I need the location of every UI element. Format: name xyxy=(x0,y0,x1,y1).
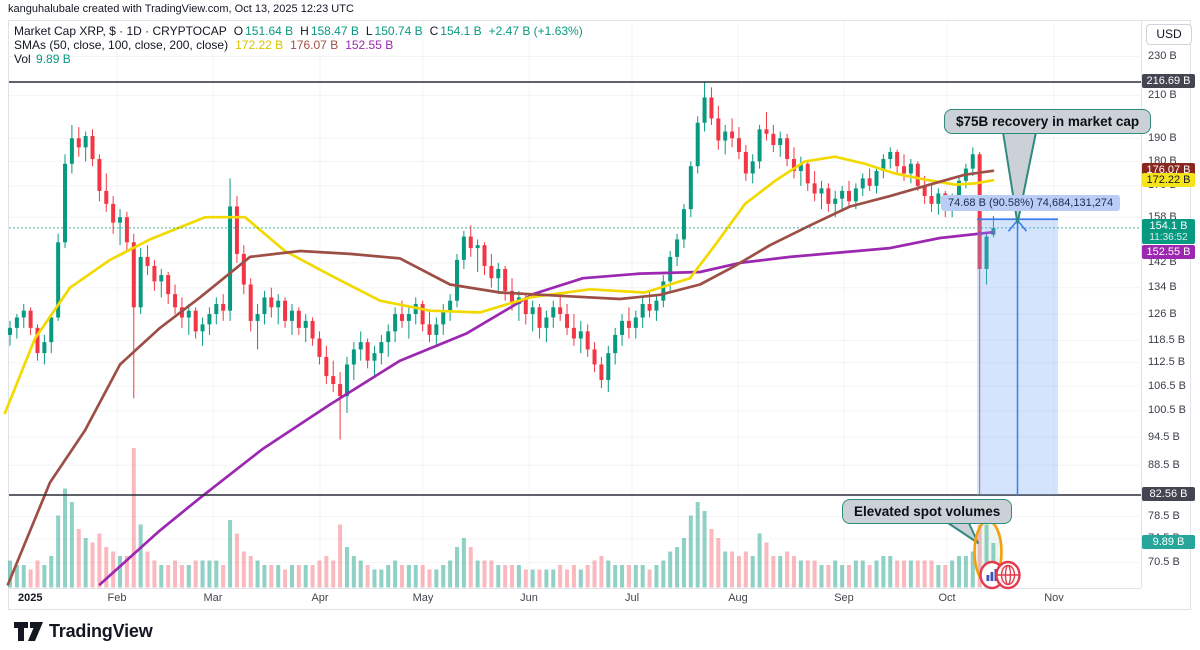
symbol-title[interactable]: Market Cap XRP, $ · 1D · CRYPTOCAP xyxy=(14,24,227,38)
sma-value: 176.07 B xyxy=(290,38,339,52)
time-tick-month[interactable]: Sep xyxy=(834,592,854,604)
current-price-badge[interactable]: 154.1 B 11:36:52 xyxy=(1142,219,1195,244)
time-axis-separator xyxy=(8,588,1141,589)
time-tick-month[interactable]: Oct xyxy=(938,592,956,604)
price-tick: 106.5 B xyxy=(1148,379,1186,392)
legend-volume-row[interactable]: Vol 9.89 B xyxy=(14,52,71,66)
price-tick: 126 B xyxy=(1148,307,1177,320)
time-tick-month[interactable]: Mar xyxy=(203,592,223,604)
price-tick: 94.5 B xyxy=(1148,430,1180,443)
price-tick: 70.5 B xyxy=(1148,556,1180,569)
recovery-callout-bubble[interactable]: $75B recovery in market cap xyxy=(944,109,1152,134)
ohlc-value: 150.74 B xyxy=(374,24,423,38)
price-tick: 112.5 B xyxy=(1148,356,1186,369)
time-tick-month[interactable]: Aug xyxy=(728,592,748,604)
ohlc-value: 158.47 B xyxy=(310,24,359,38)
ohlc-value: 151.64 B xyxy=(245,24,294,38)
price-tick: 142 B xyxy=(1148,256,1177,269)
time-tick-month[interactable]: Jun xyxy=(520,592,538,604)
volume-callout-bubble[interactable]: Elevated spot volumes xyxy=(842,499,1013,524)
time-tick-month[interactable]: May xyxy=(412,592,434,604)
price-badge[interactable]: 82.56 B xyxy=(1142,487,1195,501)
ohlc-key: H xyxy=(300,24,309,38)
time-tick-month[interactable]: Feb xyxy=(107,592,127,604)
price-badge[interactable]: 152.55 B xyxy=(1142,245,1195,259)
volume-value: 9.89 B xyxy=(36,52,71,66)
legend-symbol-row[interactable]: Market Cap XRP, $ · 1D · CRYPTOCAP O 151.6… xyxy=(14,24,583,38)
sma-label: SMAs (50, close, 100, close, 200, close) xyxy=(14,38,229,52)
price-tick: 190 B xyxy=(1148,131,1177,144)
price-tick: 134 B xyxy=(1148,281,1177,294)
time-tick-month[interactable]: Apr xyxy=(311,592,329,604)
ohlc-value: 154.1 B xyxy=(440,24,482,38)
attribution-text: kanguhalubale created with TradingView.c… xyxy=(8,3,354,15)
legend-sma-row[interactable]: SMAs (50, close, 100, close, 200, close)… xyxy=(14,38,393,52)
time-tick-month[interactable]: Jul xyxy=(624,592,640,604)
price-tick: 100.5 B xyxy=(1148,404,1186,417)
time-tick-month[interactable]: Nov xyxy=(1044,592,1064,604)
sma-values: 172.22 B 176.07 B 152.55 B xyxy=(228,38,393,52)
time-axis-year[interactable]: 2025 xyxy=(18,592,43,604)
measure-tool-label[interactable]: 74.68 B (90.58%) 74,684,131,274 xyxy=(941,195,1121,211)
currency-toggle-button[interactable]: USD xyxy=(1146,24,1192,45)
price-badge[interactable]: 9.89 B xyxy=(1142,535,1195,549)
change-value: +2.47 B (+1.63%) xyxy=(488,24,583,38)
countdown-timer: 11:36:52 xyxy=(1149,232,1188,243)
price-tick: 210 B xyxy=(1148,88,1177,101)
price-tick: 88.5 B xyxy=(1148,458,1180,471)
tradingview-logo-icon[interactable] xyxy=(14,619,46,645)
ohlc-values: O 151.64 B H 158.47 B L 150.74 B C 154.1 B +2.47… xyxy=(227,24,583,38)
price-tick: 118.5 B xyxy=(1148,333,1186,346)
ohlc-key: C xyxy=(429,24,439,38)
price-tick: 78.5 B xyxy=(1148,510,1180,523)
volume-label: Vol xyxy=(14,52,31,66)
sma-value: 172.22 B xyxy=(235,38,284,52)
price-axis-separator xyxy=(1141,20,1142,588)
price-badge[interactable]: 216.69 B xyxy=(1142,74,1195,88)
price-tick: 230 B xyxy=(1148,49,1177,62)
sma-value: 152.55 B xyxy=(345,38,394,52)
ohlc-key: O xyxy=(233,24,244,38)
tradingview-brand-text[interactable]: TradingView xyxy=(49,621,153,641)
price-badge[interactable]: 172.22 B xyxy=(1142,173,1195,187)
chart-card xyxy=(8,20,1191,610)
ohlc-key: L xyxy=(365,24,373,38)
